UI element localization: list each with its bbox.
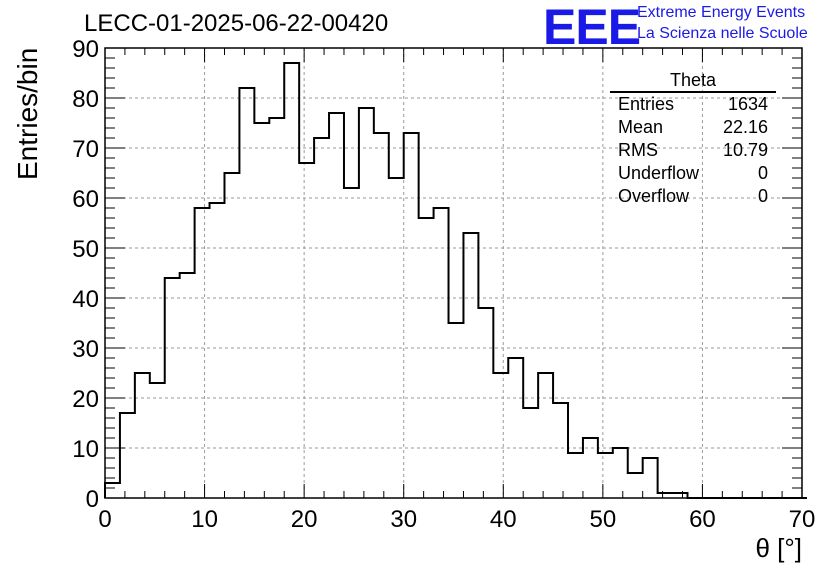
- histogram-bin: [180, 273, 195, 498]
- stats-label: Overflow: [618, 186, 690, 206]
- logo-text-line2: La Scienza nelle Scuole: [637, 25, 808, 42]
- stats-row-overflow: Overflow 0: [610, 185, 776, 208]
- y-tick-label: 10: [72, 436, 99, 463]
- histogram-bin: [463, 233, 478, 498]
- stats-title: Theta: [610, 70, 776, 93]
- histogram-bin: [284, 63, 299, 498]
- x-tick-label: 20: [291, 506, 318, 533]
- x-tick-label: 0: [98, 506, 111, 533]
- histogram-bin: [553, 403, 568, 498]
- histogram-bin: [613, 448, 628, 498]
- y-tick-label: 30: [72, 336, 99, 363]
- histogram-bin: [165, 278, 180, 498]
- grid-lines: [105, 48, 802, 498]
- y-tick-label: 80: [72, 86, 99, 113]
- histogram-bin: [598, 453, 613, 498]
- histogram-bin: [523, 408, 538, 498]
- x-tick-label: 70: [789, 506, 816, 533]
- histogram-bin: [404, 133, 419, 498]
- histogram-bin: [224, 173, 239, 498]
- stats-value: 0: [757, 186, 768, 206]
- histogram-bin: [344, 188, 359, 498]
- eee-logo: EEE: [543, 0, 641, 55]
- histogram-bin: [389, 178, 404, 498]
- histogram-bin: [478, 308, 493, 498]
- histogram-bin: [508, 358, 523, 498]
- histogram-bin: [120, 413, 135, 498]
- histogram-bin: [493, 373, 508, 498]
- histogram-bin: [314, 138, 329, 498]
- y-tick-label: 60: [72, 186, 99, 213]
- histogram-bin: [374, 133, 389, 498]
- stats-value: 22.16: [722, 117, 768, 137]
- stats-row-rms: RMS 10.79: [610, 139, 776, 162]
- x-tick-label: 40: [490, 506, 517, 533]
- y-tick-label: 0: [86, 486, 99, 513]
- histogram-bin: [329, 113, 344, 498]
- y-tick-label: 20: [72, 386, 99, 413]
- histogram-outline: [104, 62, 807, 499]
- histogram-bin: [150, 383, 165, 498]
- histogram-bin: [628, 473, 643, 498]
- axis-tick-labels: 0 10 20 30 40 50 60 70 0 10 20 30 40 50 60 70 80 90: [72, 36, 815, 533]
- histogram-bin: [538, 373, 553, 498]
- stats-value: 0: [757, 163, 768, 183]
- histogram-bin: [434, 208, 449, 498]
- stats-row-entries: Entries 1634: [610, 93, 776, 116]
- histogram-bin: [135, 373, 150, 498]
- x-tick-label: 60: [689, 506, 716, 533]
- x-axis-label: θ [°]: [755, 533, 802, 563]
- histogram-bin: [449, 323, 464, 498]
- histogram-bins: [105, 63, 687, 498]
- histogram-bin: [419, 218, 434, 498]
- x-tick-label: 10: [191, 506, 218, 533]
- y-tick-label: 50: [72, 236, 99, 263]
- logo-text-line1: Extreme Energy Events: [637, 4, 806, 21]
- histogram-bin: [359, 108, 374, 498]
- y-tick-label: 40: [72, 286, 99, 313]
- histogram-bin: [643, 458, 658, 498]
- stats-box: Theta Entries 1634 Mean 22.16 RMS 10.79 …: [610, 70, 776, 208]
- histogram-bin: [210, 203, 225, 498]
- stats-value: 10.79: [722, 140, 768, 160]
- x-tick-label: 30: [390, 506, 417, 533]
- plot-frame: [104, 47, 803, 499]
- histogram-bin: [239, 88, 254, 498]
- chart-title: LECC-01-2025-06-22-00420: [84, 10, 389, 37]
- histogram-bin: [254, 123, 269, 498]
- stats-label: Mean: [618, 117, 664, 137]
- stats-label: Entries: [618, 94, 675, 114]
- stats-label: Underflow: [618, 163, 700, 183]
- axis-ticks: [104, 47, 803, 499]
- x-tick-label: 50: [590, 506, 617, 533]
- stats-value: 1634: [727, 94, 768, 114]
- histogram-bin: [568, 453, 583, 498]
- histogram-bin: [105, 483, 120, 498]
- histogram-bin: [195, 208, 210, 498]
- histogram-bin: [269, 118, 284, 498]
- stats-label: RMS: [618, 140, 658, 160]
- y-tick-label: 70: [72, 136, 99, 163]
- stats-row-underflow: Underflow 0: [610, 162, 776, 185]
- stats-row-mean: Mean 22.16: [610, 116, 776, 139]
- y-tick-label: 90: [72, 36, 99, 63]
- histogram-bin: [583, 438, 598, 498]
